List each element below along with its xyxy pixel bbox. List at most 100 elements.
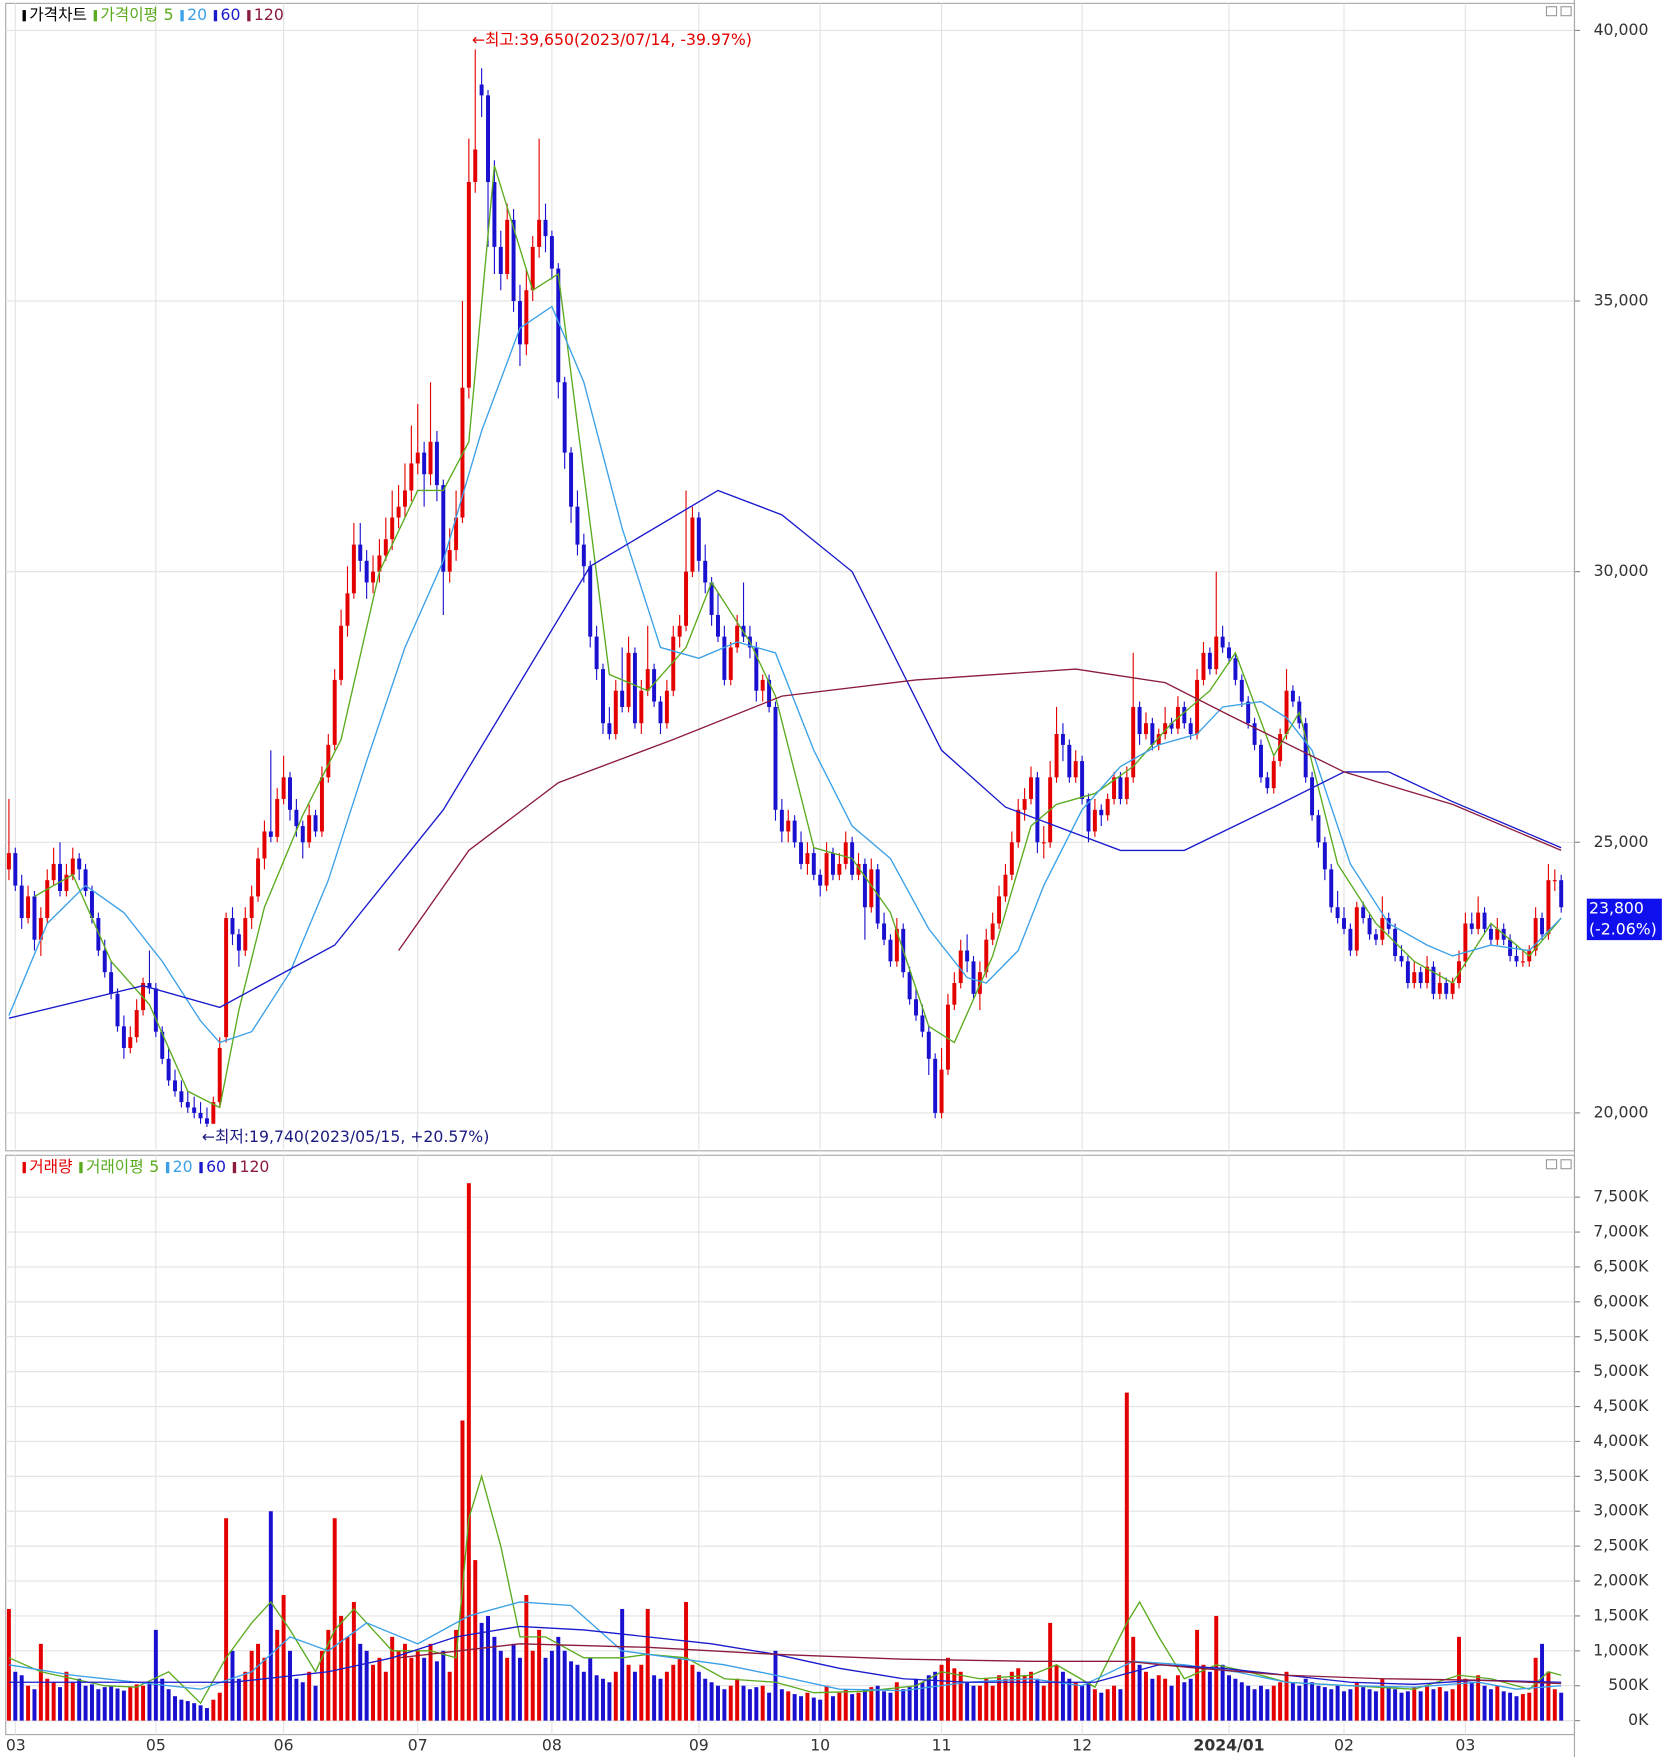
candle-body	[543, 219, 548, 237]
volume-bar	[920, 1682, 925, 1721]
legend-marker	[22, 10, 26, 22]
volume-bar	[13, 1671, 18, 1721]
candle-body	[1214, 636, 1219, 670]
volume-bar	[837, 1692, 842, 1721]
candle-body	[479, 84, 484, 96]
volume-bar	[1131, 1636, 1136, 1721]
volume-bar	[1118, 1689, 1123, 1721]
volume-bar	[383, 1671, 388, 1721]
volume-bar	[1450, 1689, 1455, 1721]
candle-body	[38, 918, 43, 940]
volume-bar	[997, 1675, 1002, 1721]
candle-body	[1207, 652, 1212, 670]
candle-body	[696, 517, 701, 561]
candle-body	[1444, 983, 1449, 994]
candle-body	[422, 452, 427, 475]
candle-body	[645, 669, 650, 691]
candle-body	[767, 679, 772, 707]
legend-marker	[79, 1161, 83, 1174]
volume-bar	[1354, 1682, 1359, 1721]
candle-body	[1373, 934, 1378, 940]
candle-body	[428, 441, 433, 475]
volume-bar	[907, 1687, 912, 1721]
panel-button[interactable]	[1545, 1159, 1558, 1170]
candle-body	[288, 777, 292, 810]
y-tick-label: 7,000K	[1593, 1222, 1649, 1241]
volume-bar	[230, 1650, 235, 1721]
legend-marker	[247, 10, 251, 22]
volume-bar	[735, 1678, 740, 1721]
candle-body	[607, 723, 612, 735]
candle-body	[869, 869, 874, 908]
volume-bar	[805, 1692, 810, 1721]
candle-body	[1469, 923, 1474, 929]
volume-bar	[1476, 1675, 1481, 1721]
volume-bar	[1233, 1678, 1238, 1721]
volume-bar	[1016, 1668, 1021, 1721]
candle-body	[1271, 761, 1276, 789]
candle-body	[96, 918, 101, 951]
candle-body	[147, 983, 152, 989]
volume-bar	[1373, 1691, 1378, 1721]
volume-bar	[728, 1685, 733, 1721]
legend-label: 거래량	[29, 1157, 72, 1176]
candle-body	[1322, 842, 1327, 870]
x-tick-label: 09	[689, 1735, 709, 1754]
volume-bar	[530, 1650, 535, 1721]
panel-button[interactable]	[1560, 6, 1572, 17]
candle-body	[965, 950, 970, 962]
last-change: (-2.06%)	[1589, 920, 1657, 939]
candle-body	[1418, 972, 1423, 984]
panel-button[interactable]	[1545, 6, 1558, 17]
volume-bar	[345, 1636, 350, 1721]
volume-bar	[843, 1689, 848, 1721]
moving-average-line	[8, 1625, 1562, 1686]
volume-bar	[224, 1518, 229, 1721]
legend-marker	[93, 10, 98, 22]
volume-bar	[1163, 1678, 1168, 1721]
volume-bar	[1469, 1682, 1474, 1721]
volume-bar	[364, 1650, 369, 1721]
candle-body	[639, 690, 644, 724]
y-tick-label: 6,500K	[1593, 1256, 1649, 1275]
volume-bar	[332, 1518, 337, 1721]
candle-body	[581, 544, 586, 567]
candle-body	[894, 928, 899, 962]
volume-bar	[83, 1685, 88, 1721]
volume-bar	[1367, 1689, 1372, 1721]
candle-body	[684, 571, 689, 626]
volume-bar	[134, 1684, 139, 1721]
candle-body	[473, 149, 478, 182]
y-tick-label: 7,500K	[1593, 1187, 1649, 1206]
candle-body	[1041, 842, 1046, 844]
candle-body	[19, 885, 24, 919]
candle-body	[830, 853, 835, 875]
volume-bar	[690, 1664, 695, 1721]
volume-bar	[1143, 1671, 1148, 1721]
volume-bar	[275, 1629, 280, 1721]
candle-body	[799, 842, 804, 864]
volume-bar	[185, 1701, 190, 1721]
legend-label: 가격이평	[100, 5, 158, 24]
candle-body	[58, 863, 63, 891]
candle-body	[1329, 869, 1334, 908]
panel-button[interactable]	[1560, 1159, 1572, 1170]
candle-body	[447, 550, 452, 572]
candle-body	[601, 669, 605, 724]
candle-body	[109, 972, 114, 994]
volume-bar	[977, 1685, 982, 1721]
candle-body	[192, 1107, 197, 1113]
candle-body	[32, 896, 37, 940]
candle-body	[1220, 636, 1225, 648]
volume-bar	[371, 1664, 376, 1721]
volume-bar	[901, 1689, 906, 1721]
candle-body	[1150, 723, 1155, 745]
volume-bar	[1080, 1685, 1085, 1721]
candle-body	[882, 923, 887, 940]
volume-bar	[767, 1692, 772, 1721]
low-annotation: ←최저:19,740(2023/05/15, +20.57%)	[202, 1127, 489, 1146]
volume-bar	[1086, 1682, 1091, 1721]
volume-bar	[562, 1650, 567, 1721]
volume-bar	[664, 1671, 669, 1721]
candle-body	[1367, 918, 1372, 935]
